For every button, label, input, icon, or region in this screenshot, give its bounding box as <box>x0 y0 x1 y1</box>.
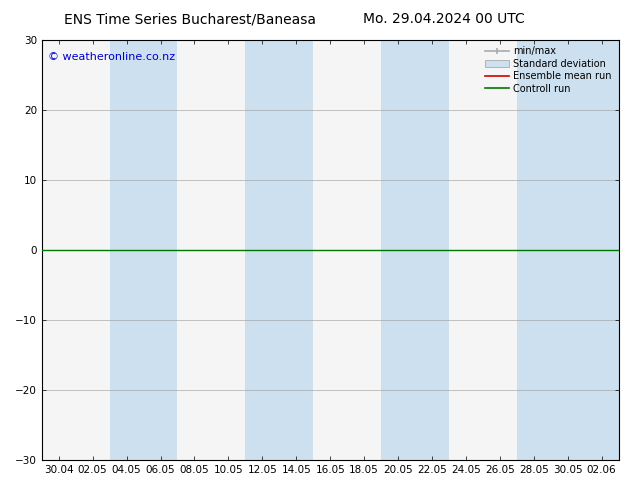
Text: © weatheronline.co.nz: © weatheronline.co.nz <box>48 52 174 62</box>
Bar <box>517 40 585 460</box>
Text: ENS Time Series Bucharest/Baneasa: ENS Time Series Bucharest/Baneasa <box>64 12 316 26</box>
Bar <box>245 40 313 460</box>
Bar <box>585 40 619 460</box>
Text: Mo. 29.04.2024 00 UTC: Mo. 29.04.2024 00 UTC <box>363 12 525 26</box>
Bar <box>110 40 178 460</box>
Bar <box>381 40 449 460</box>
Legend: min/max, Standard deviation, Ensemble mean run, Controll run: min/max, Standard deviation, Ensemble me… <box>483 45 614 96</box>
